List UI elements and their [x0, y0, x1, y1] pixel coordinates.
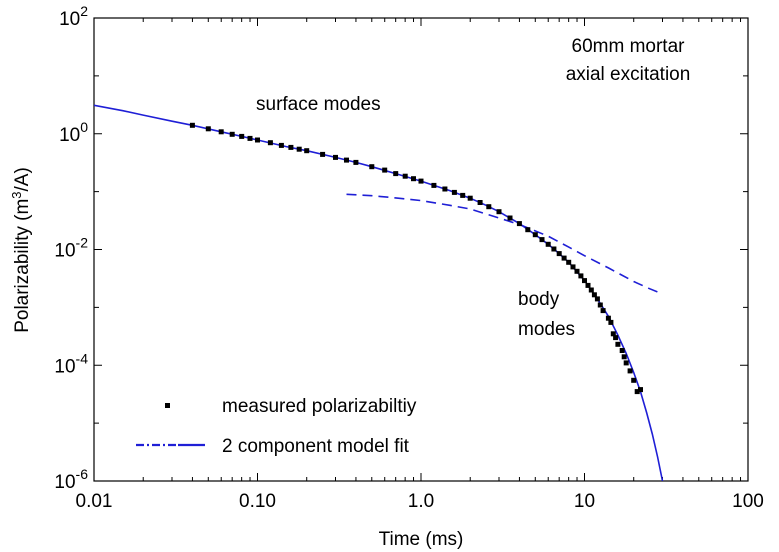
measured-point [496, 209, 502, 215]
x-tick-label: 0.01 [76, 491, 113, 512]
annotation-title-line1: 60mm mortar [572, 36, 686, 57]
body-modes-dashed-line [346, 193, 663, 295]
x-tick-label: 100 [732, 491, 764, 512]
measured-point [189, 122, 195, 128]
measured-point [570, 264, 576, 270]
measured-point [229, 131, 235, 137]
measured-point [247, 135, 253, 141]
measured-point [304, 148, 310, 154]
measured-point [418, 178, 424, 184]
measured-point [288, 144, 294, 150]
measured-point [320, 151, 326, 157]
measured-point [621, 354, 627, 360]
measured-point [556, 251, 562, 257]
annotation-title-line2: axial excitation [566, 64, 691, 85]
legend-label-fit: 2 component model fit [222, 436, 410, 457]
measured-point [369, 164, 375, 170]
measured-point [539, 237, 545, 243]
measured-point [333, 154, 338, 160]
measured-point [613, 335, 619, 341]
measured-point [486, 204, 492, 210]
model-fit-line [94, 104, 664, 481]
measured-point [631, 377, 637, 383]
measured-point [296, 146, 302, 152]
measured-point [205, 126, 211, 132]
measured-point [608, 319, 614, 325]
y-axis-title-tail: /A) [12, 167, 33, 191]
measured-markers [189, 122, 643, 395]
measured-point [353, 159, 359, 165]
measured-point [619, 348, 625, 353]
measured-point [605, 315, 611, 321]
measured-point [382, 167, 388, 173]
plot-clip-group [94, 104, 664, 481]
measured-point [402, 173, 408, 179]
measured-point [267, 140, 273, 146]
legend-label-measured: measured polarizabiltiy [222, 396, 417, 417]
measured-point [451, 189, 457, 195]
y-tick-label: 102 [59, 3, 88, 30]
measured-point [566, 259, 572, 265]
x-tick-label: 10 [574, 491, 595, 512]
measured-point [638, 387, 643, 393]
legend: measured polarizabiltiy 2 component mode… [136, 396, 417, 457]
y-axis-title-sup: 3 [9, 191, 24, 198]
measured-point [582, 278, 587, 284]
measured-point [597, 302, 603, 308]
measured-point [545, 241, 551, 247]
measured-point [393, 171, 399, 177]
annotation-body-line1: body [518, 289, 560, 310]
x-tick-label: 0.10 [239, 491, 276, 512]
measured-point [561, 255, 567, 261]
measured-point [610, 331, 616, 337]
axis-ticks [93, 17, 749, 482]
measured-point [239, 133, 245, 139]
measured-point [516, 221, 522, 227]
measured-point [218, 129, 224, 135]
measured-point [574, 268, 580, 274]
y-axis-title-main: Polarizability (m [12, 199, 33, 333]
measured-point [525, 227, 531, 233]
measured-point [344, 157, 349, 163]
x-axis-title: Time (ms) [379, 529, 464, 550]
measured-point [467, 195, 473, 201]
plot-frame [93, 17, 749, 482]
measured-point [594, 296, 600, 302]
annotation-surface-modes: surface modes [256, 94, 381, 115]
measured-point [255, 137, 260, 143]
measured-point [634, 389, 640, 395]
measured-point [585, 282, 591, 288]
x-tick-label: 1.0 [408, 491, 434, 512]
measured-point [507, 215, 513, 221]
legend-marker-measured [165, 403, 170, 408]
measured-point [578, 273, 584, 279]
measured-point [627, 368, 633, 374]
y-tick-label: 10-4 [54, 350, 88, 377]
annotation-body-line2: modes [518, 319, 575, 340]
measured-point [532, 232, 538, 238]
measured-point [591, 292, 597, 298]
y-tick-label: 10-2 [54, 235, 88, 262]
measured-point [278, 142, 284, 148]
measured-point [600, 308, 606, 314]
measured-point [551, 246, 557, 252]
measured-point [411, 176, 416, 182]
y-axis-title: Polarizability (m3/A) [9, 167, 33, 333]
measured-point [442, 186, 448, 192]
measured-point [615, 341, 621, 347]
tick-labels: 0.01 0.10 1.0 10 100 10-6 10-4 10-2 100 102 [54, 3, 763, 512]
y-tick-label: 10-6 [54, 466, 88, 493]
y-tick-label: 100 [59, 119, 88, 146]
measured-point [477, 200, 483, 205]
measured-point [588, 287, 594, 293]
measured-point [460, 192, 466, 198]
measured-point [623, 360, 629, 366]
measured-point [431, 182, 437, 188]
